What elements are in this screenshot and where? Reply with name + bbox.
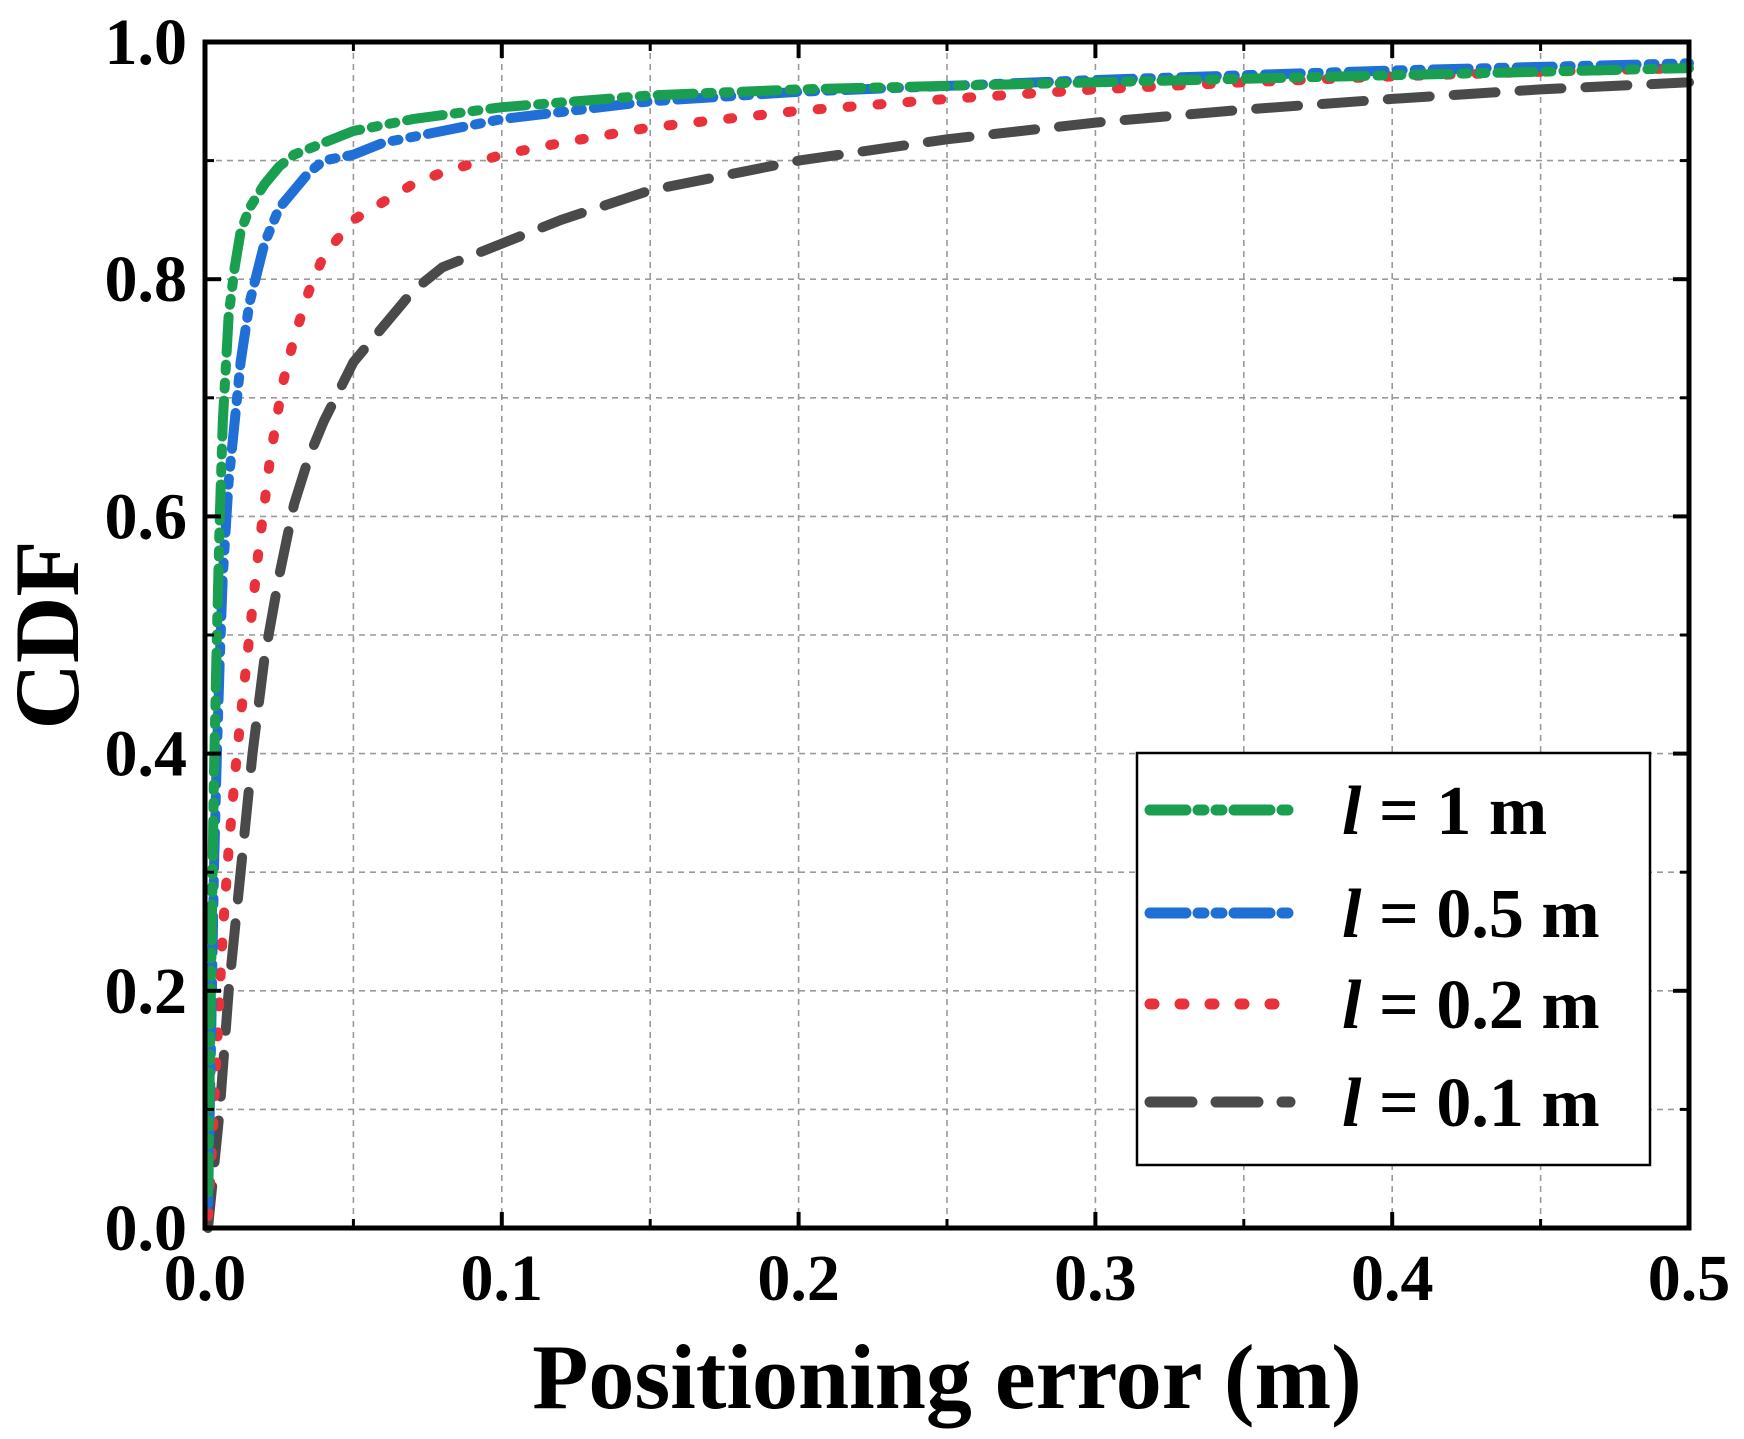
y-tick-label: 0.0	[105, 1192, 188, 1265]
legend-label-1: l = 1 m	[1342, 773, 1547, 850]
series-line-4	[203, 77, 1694, 1233]
y-tick-label: 0.6	[105, 480, 188, 553]
legend-variable: l	[1342, 1065, 1362, 1142]
grid	[205, 42, 1689, 1228]
series-line-3	[203, 63, 1694, 1222]
legend-label-4: l = 0.1 m	[1342, 1065, 1600, 1142]
legend-variable: l	[1342, 967, 1362, 1044]
x-tick-label: 0.2	[757, 1242, 840, 1315]
x-tick-label: 0.5	[1648, 1242, 1731, 1315]
ticks	[203, 40, 1691, 1230]
legend-variable: l	[1342, 876, 1362, 953]
legend-value: = 0.5 m	[1361, 876, 1599, 953]
legend-label-3: l = 0.2 m	[1342, 967, 1600, 1044]
legend-variable: l	[1342, 773, 1362, 850]
tick-labels: 0.0 0.1 0.2 0.3 0.4 0.5 0.0 0.2 0.4 0.6 0.8 1.0	[105, 6, 1731, 1315]
legend-value: = 0.1 m	[1361, 1065, 1599, 1142]
legend: l = 1 ml = 0.5 ml = 0.2 ml = 0.1 m	[1135, 751, 1652, 1167]
x-tick-label: 0.0	[164, 1242, 247, 1315]
x-axis-title: Positioning error (m)	[532, 1326, 1362, 1428]
y-tick-label: 0.2	[105, 955, 188, 1028]
legend-value: = 1 m	[1361, 773, 1547, 850]
y-tick-label: 0.4	[105, 718, 188, 791]
legend-label-2: l = 0.5 m	[1342, 876, 1600, 953]
y-axis-title: CDF	[0, 540, 98, 729]
legend-value: = 0.2 m	[1361, 967, 1599, 1044]
x-tick-label: 0.1	[461, 1242, 544, 1315]
legend-box	[1135, 751, 1652, 1167]
y-tick-label: 1.0	[105, 6, 188, 79]
x-tick-label: 0.3	[1054, 1242, 1137, 1315]
x-tick-label: 0.4	[1351, 1242, 1434, 1315]
y-tick-label: 0.8	[105, 243, 188, 316]
